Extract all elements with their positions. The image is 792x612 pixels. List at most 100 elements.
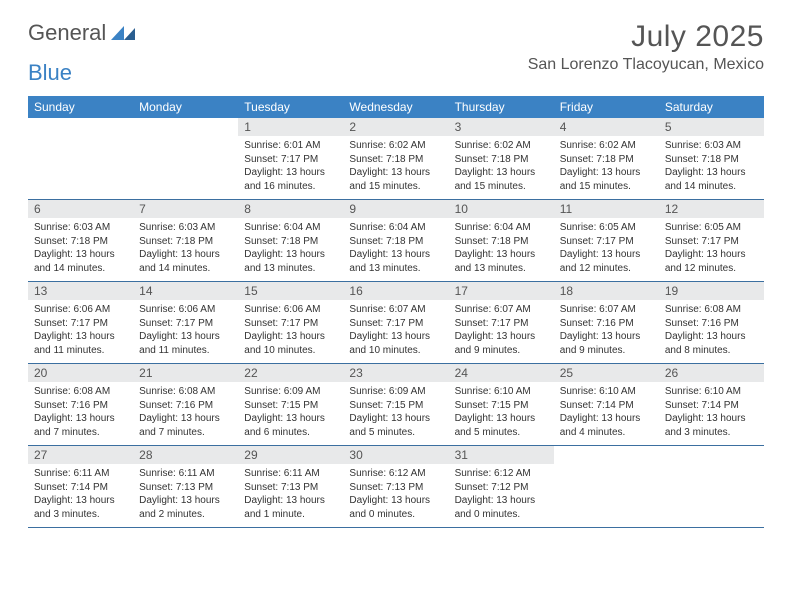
calendar-day-cell: 13Sunrise: 6:06 AMSunset: 7:17 PMDayligh…	[28, 282, 133, 363]
calendar-day-cell: 26Sunrise: 6:10 AMSunset: 7:14 PMDayligh…	[659, 364, 764, 445]
sunrise-value: 6:02 AM	[389, 140, 426, 151]
day-number: 14	[133, 282, 238, 300]
calendar-day-cell	[28, 118, 133, 199]
sunset-line: Sunset: 7:13 PM	[139, 481, 232, 495]
sunrise-value: 6:02 AM	[599, 140, 636, 151]
sunrise-line: Sunrise: 6:08 AM	[665, 303, 758, 317]
weekday-label: Sunday	[28, 96, 133, 118]
day-number: 4	[554, 118, 659, 136]
day-number: 3	[449, 118, 554, 136]
day-info: Sunrise: 6:04 AMSunset: 7:18 PMDaylight:…	[238, 218, 343, 281]
calendar-day-cell: 29Sunrise: 6:11 AMSunset: 7:13 PMDayligh…	[238, 446, 343, 527]
sunrise-value: 6:06 AM	[179, 304, 216, 315]
day-number: 10	[449, 200, 554, 218]
weekday-label: Saturday	[659, 96, 764, 118]
calendar-day-cell: 14Sunrise: 6:06 AMSunset: 7:17 PMDayligh…	[133, 282, 238, 363]
sunset-prefix: Sunset:	[665, 400, 702, 411]
weekday-label: Wednesday	[343, 96, 448, 118]
calendar-day-cell: 22Sunrise: 6:09 AMSunset: 7:15 PMDayligh…	[238, 364, 343, 445]
sunrise-prefix: Sunrise:	[34, 386, 73, 397]
daylight-line: Daylight: 13 hours and 12 minutes.	[560, 248, 653, 275]
daylight-line: Daylight: 13 hours and 11 minutes.	[139, 330, 232, 357]
day-number	[554, 446, 659, 450]
sunset-line: Sunset: 7:16 PM	[665, 317, 758, 331]
sunrise-prefix: Sunrise:	[349, 222, 388, 233]
daylight-prefix: Daylight:	[349, 167, 391, 178]
daylight-line: Daylight: 13 hours and 3 minutes.	[34, 494, 127, 521]
day-info: Sunrise: 6:02 AMSunset: 7:18 PMDaylight:…	[554, 136, 659, 199]
brand-logo: General	[28, 20, 139, 46]
sunrise-line: Sunrise: 6:09 AM	[244, 385, 337, 399]
weekday-label: Thursday	[449, 96, 554, 118]
day-info: Sunrise: 6:06 AMSunset: 7:17 PMDaylight:…	[238, 300, 343, 363]
sunrise-value: 6:09 AM	[284, 386, 321, 397]
day-info: Sunrise: 6:06 AMSunset: 7:17 PMDaylight:…	[28, 300, 133, 363]
sunset-line: Sunset: 7:18 PM	[349, 153, 442, 167]
sunrise-prefix: Sunrise:	[139, 222, 178, 233]
sunrise-prefix: Sunrise:	[560, 222, 599, 233]
sunrise-line: Sunrise: 6:10 AM	[455, 385, 548, 399]
daylight-line: Daylight: 13 hours and 10 minutes.	[244, 330, 337, 357]
sunset-line: Sunset: 7:15 PM	[244, 399, 337, 413]
sunrise-value: 6:01 AM	[284, 140, 321, 151]
sunset-line: Sunset: 7:17 PM	[34, 317, 127, 331]
day-info: Sunrise: 6:03 AMSunset: 7:18 PMDaylight:…	[133, 218, 238, 281]
daylight-prefix: Daylight:	[244, 413, 286, 424]
sunset-line: Sunset: 7:15 PM	[349, 399, 442, 413]
calendar-day-cell: 10Sunrise: 6:04 AMSunset: 7:18 PMDayligh…	[449, 200, 554, 281]
sunset-line: Sunset: 7:17 PM	[455, 317, 548, 331]
sunset-prefix: Sunset:	[139, 318, 176, 329]
sunrise-line: Sunrise: 6:07 AM	[455, 303, 548, 317]
calendar-day-cell: 8Sunrise: 6:04 AMSunset: 7:18 PMDaylight…	[238, 200, 343, 281]
sunset-value: 7:17 PM	[71, 318, 108, 329]
day-info: Sunrise: 6:08 AMSunset: 7:16 PMDaylight:…	[659, 300, 764, 363]
day-number	[133, 118, 238, 122]
daylight-prefix: Daylight:	[34, 413, 76, 424]
sunset-value: 7:18 PM	[281, 236, 318, 247]
sunset-line: Sunset: 7:13 PM	[349, 481, 442, 495]
daylight-line: Daylight: 13 hours and 4 minutes.	[560, 412, 653, 439]
day-info: Sunrise: 6:07 AMSunset: 7:17 PMDaylight:…	[449, 300, 554, 363]
sunset-prefix: Sunset:	[560, 400, 597, 411]
sunset-prefix: Sunset:	[34, 482, 71, 493]
calendar-week-row: 6Sunrise: 6:03 AMSunset: 7:18 PMDaylight…	[28, 200, 764, 282]
location-label: San Lorenzo Tlacoyucan, Mexico	[528, 56, 764, 74]
sunset-prefix: Sunset:	[560, 236, 597, 247]
sunrise-line: Sunrise: 6:12 AM	[455, 467, 548, 481]
sunset-prefix: Sunset:	[244, 482, 281, 493]
sunrise-line: Sunrise: 6:04 AM	[349, 221, 442, 235]
sunset-value: 7:18 PM	[176, 236, 213, 247]
sunset-value: 7:17 PM	[596, 236, 633, 247]
day-info: Sunrise: 6:11 AMSunset: 7:14 PMDaylight:…	[28, 464, 133, 527]
sunset-value: 7:16 PM	[71, 400, 108, 411]
daylight-prefix: Daylight:	[349, 495, 391, 506]
daylight-line: Daylight: 13 hours and 15 minutes.	[349, 166, 442, 193]
sunrise-line: Sunrise: 6:07 AM	[349, 303, 442, 317]
calendar-day-cell: 25Sunrise: 6:10 AMSunset: 7:14 PMDayligh…	[554, 364, 659, 445]
day-number	[28, 118, 133, 122]
daylight-prefix: Daylight:	[244, 249, 286, 260]
daylight-line: Daylight: 13 hours and 7 minutes.	[34, 412, 127, 439]
daylight-line: Daylight: 13 hours and 13 minutes.	[455, 248, 548, 275]
sunrise-prefix: Sunrise:	[34, 222, 73, 233]
sunrise-value: 6:02 AM	[494, 140, 531, 151]
sunrise-line: Sunrise: 6:08 AM	[139, 385, 232, 399]
calendar-day-cell: 21Sunrise: 6:08 AMSunset: 7:16 PMDayligh…	[133, 364, 238, 445]
sunrise-prefix: Sunrise:	[455, 140, 494, 151]
sunrise-value: 6:07 AM	[599, 304, 636, 315]
calendar: Sunday Monday Tuesday Wednesday Thursday…	[28, 96, 764, 528]
sunset-prefix: Sunset:	[349, 400, 386, 411]
sunrise-line: Sunrise: 6:01 AM	[244, 139, 337, 153]
sunset-value: 7:18 PM	[491, 236, 528, 247]
sunset-line: Sunset: 7:12 PM	[455, 481, 548, 495]
sunrise-prefix: Sunrise:	[34, 468, 73, 479]
calendar-day-cell: 1Sunrise: 6:01 AMSunset: 7:17 PMDaylight…	[238, 118, 343, 199]
day-info: Sunrise: 6:05 AMSunset: 7:17 PMDaylight:…	[659, 218, 764, 281]
day-number: 18	[554, 282, 659, 300]
sunrise-prefix: Sunrise:	[349, 304, 388, 315]
day-number: 8	[238, 200, 343, 218]
sunset-prefix: Sunset:	[349, 154, 386, 165]
sunset-line: Sunset: 7:13 PM	[244, 481, 337, 495]
daylight-prefix: Daylight:	[665, 413, 707, 424]
sunrise-value: 6:10 AM	[704, 386, 741, 397]
